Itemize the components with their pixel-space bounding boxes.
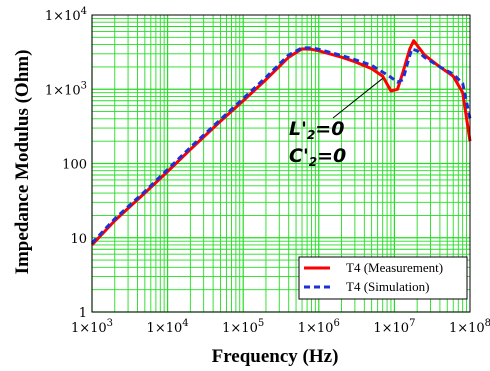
annotation-c2: C'2=0 [289, 145, 346, 169]
y-tick-label: 10 [70, 232, 87, 247]
x-tick-label: 1×106 [298, 318, 340, 336]
plot-frame [91, 14, 471, 313]
y-tick-label: 1×103 [45, 80, 87, 98]
annotation-pointer [332, 77, 384, 119]
y-tick-label: 1×104 [45, 6, 87, 24]
x-tick-label: 1×105 [222, 318, 264, 336]
annotation-l2: L'2=0 [289, 118, 344, 142]
legend: T4 (Measurement) T4 (Simulation) [298, 256, 468, 300]
series-line-measurement [90, 39, 472, 246]
y-tick-labels: 1 10 100 1×103 1×104 [45, 6, 87, 321]
series-lines [90, 39, 472, 246]
x-tick-labels: 1×103 1×104 1×105 1×106 1×107 1×108 [71, 318, 490, 336]
legend-box [298, 256, 468, 300]
x-tick-label: 1×107 [373, 318, 415, 336]
legend-label-measurement: T4 (Measurement) [346, 260, 443, 275]
y-tick-label: 100 [62, 158, 87, 173]
x-tick-label: 1×104 [147, 318, 189, 336]
legend-label-simulation: T4 (Simulation) [346, 279, 429, 294]
series-line-simulation [90, 46, 472, 245]
x-tick-label: 1×103 [71, 318, 113, 336]
annotation: L'2=0 C'2=0 [289, 77, 384, 169]
x-axis-title: Frequency (Hz) [212, 346, 339, 367]
y-tick-label: 1 [79, 306, 87, 321]
x-tick-label: 1×108 [449, 318, 490, 336]
y-axis-title: Impedance Modulus (Ohm) [12, 50, 33, 275]
